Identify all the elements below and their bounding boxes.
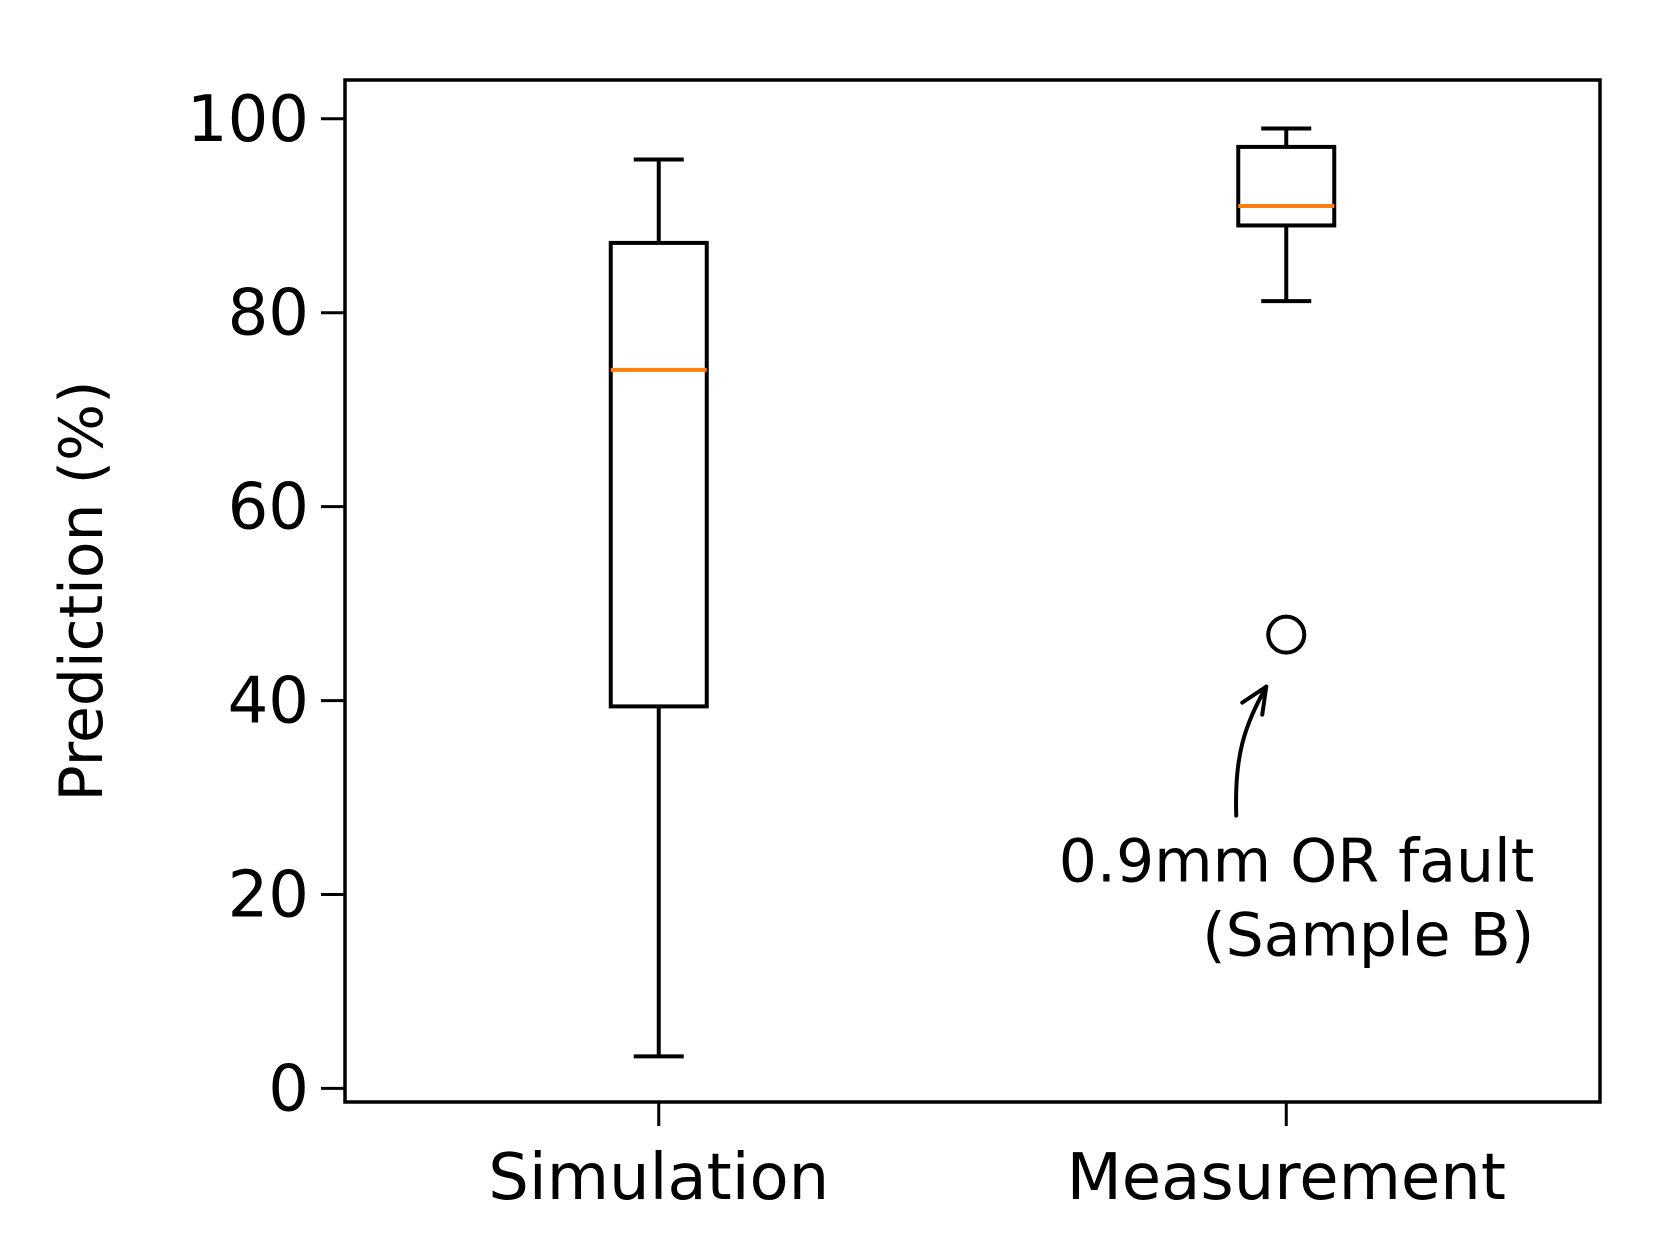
x-axis: Simulation Measurement	[488, 1102, 1506, 1215]
annotation-arrow-shaft	[1234, 684, 1269, 818]
y-tick-label: 20	[228, 858, 309, 932]
y-tick-label: 80	[228, 277, 309, 351]
y-tick-label: 0	[268, 1052, 309, 1126]
box-simulation	[608, 157, 709, 1059]
y-tick-label: 40	[228, 665, 309, 739]
annotation-text-line: 0.9mm OR fault	[1059, 827, 1535, 897]
annotation-layer: 0.9mm OR fault(Sample B)	[1059, 684, 1535, 971]
annotation-text-line: (Sample B)	[1202, 901, 1534, 971]
y-tick-label: 100	[187, 83, 309, 157]
x-tick-label: Simulation	[488, 1141, 829, 1215]
y-tick-label: 60	[228, 471, 309, 545]
y-axis: 0 20 40 60 80 100	[187, 83, 345, 1126]
iqr-box	[608, 240, 709, 709]
plot-frame	[343, 78, 1602, 1104]
y-axis-label: Prediction (%)	[47, 381, 117, 802]
box-measurement	[1236, 126, 1337, 655]
x-tick-label: Measurement	[1067, 1141, 1506, 1215]
iqr-box	[1236, 144, 1337, 228]
annotation-arrow-head	[1240, 684, 1269, 717]
outlier-point	[1266, 614, 1307, 655]
boxes-layer	[608, 126, 1337, 1059]
